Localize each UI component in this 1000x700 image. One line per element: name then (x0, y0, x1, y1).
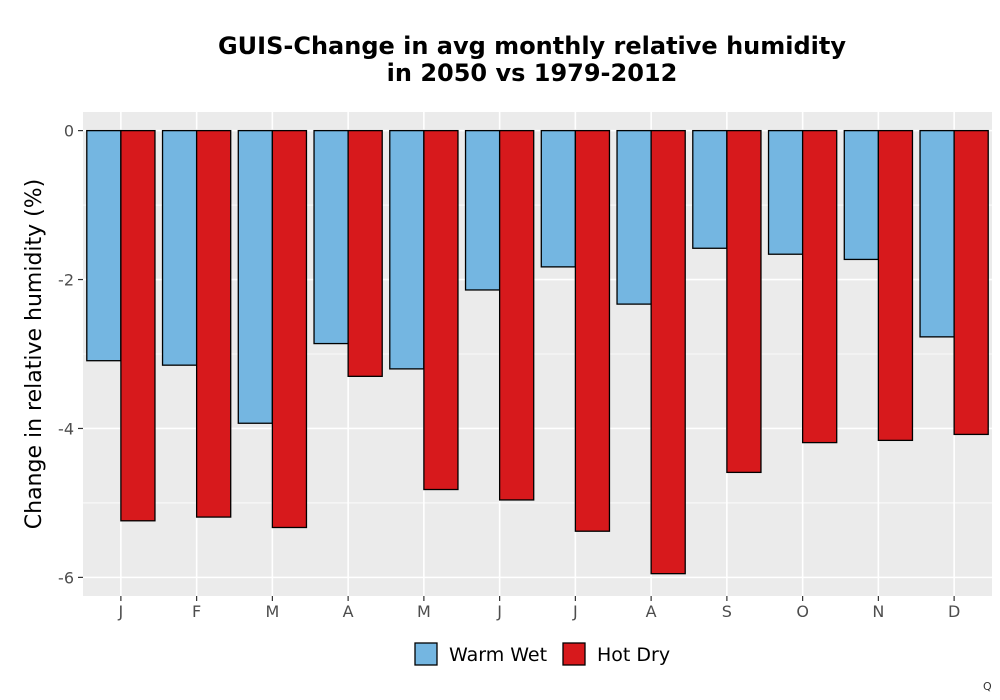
bar-warm-wet-9 (692, 129, 728, 249)
x-tick-label: M (265, 602, 279, 621)
x-tick-label: J (572, 602, 578, 621)
bar-warm-wet-2 (161, 129, 198, 366)
bar-warm-wet-4 (313, 129, 349, 345)
y-axis-label: Change in relative humidity (%) (22, 179, 47, 529)
bar-hot-dry-11 (877, 129, 914, 442)
legend-label-warm-wet: Warm Wet (449, 644, 547, 666)
x-tick-label: J (496, 602, 502, 621)
y-tick-label: -6 (58, 568, 74, 587)
chart-title-line-1: GUIS-Change in avg monthly relative humi… (218, 32, 846, 60)
x-tick-label: A (646, 602, 657, 621)
bar-hot-dry-4 (347, 129, 383, 377)
bar-warm-wet-7 (540, 129, 577, 268)
bar-hot-dry-6 (498, 129, 535, 501)
bar-warm-wet-1 (86, 129, 122, 362)
x-tick-label: M (417, 602, 431, 621)
bar-warm-wet-8 (616, 129, 652, 305)
bar-warm-wet-5 (389, 129, 425, 370)
bar-warm-wet-11 (843, 129, 880, 261)
bar-hot-dry-5 (423, 129, 459, 491)
corner-mark: Q (983, 680, 992, 693)
y-tick-label: -4 (58, 419, 74, 438)
x-tick-label: F (192, 602, 201, 621)
chart-title-line-2: in 2050 vs 1979-2012 (387, 59, 678, 87)
x-tick-label: A (343, 602, 354, 621)
bar-hot-dry-10 (801, 129, 838, 444)
legend-swatch-hot-dry (562, 642, 586, 666)
bar-hot-dry-9 (726, 129, 762, 474)
x-tick-label: J (118, 602, 124, 621)
bar-hot-dry-8 (650, 129, 686, 575)
bar-warm-wet-3 (237, 129, 274, 424)
bar-hot-dry-1 (120, 129, 156, 522)
bar-warm-wet-12 (919, 129, 955, 338)
x-tick-label: O (796, 602, 809, 621)
y-tick-label: -2 (58, 271, 74, 290)
x-tick-label: D (948, 602, 960, 621)
bar-hot-dry-7 (574, 129, 611, 532)
bar-hot-dry-2 (195, 129, 232, 518)
x-tick-label: N (872, 602, 884, 621)
legend-swatch-warm-wet (414, 642, 438, 666)
x-tick-label: S (722, 602, 732, 621)
bar-layer (86, 129, 989, 575)
legend-label-hot-dry: Hot Dry (597, 644, 670, 666)
bar-hot-dry-12 (953, 129, 989, 436)
bar-hot-dry-3 (271, 129, 308, 529)
bar-warm-wet-6 (464, 129, 501, 291)
axis-layer: 0 -2 -4 -6 J F M A M J J A S O N D (58, 122, 960, 621)
y-tick-label: 0 (64, 122, 74, 141)
bar-warm-wet-10 (767, 129, 804, 255)
legend: Warm Wet Hot Dry (414, 642, 670, 666)
